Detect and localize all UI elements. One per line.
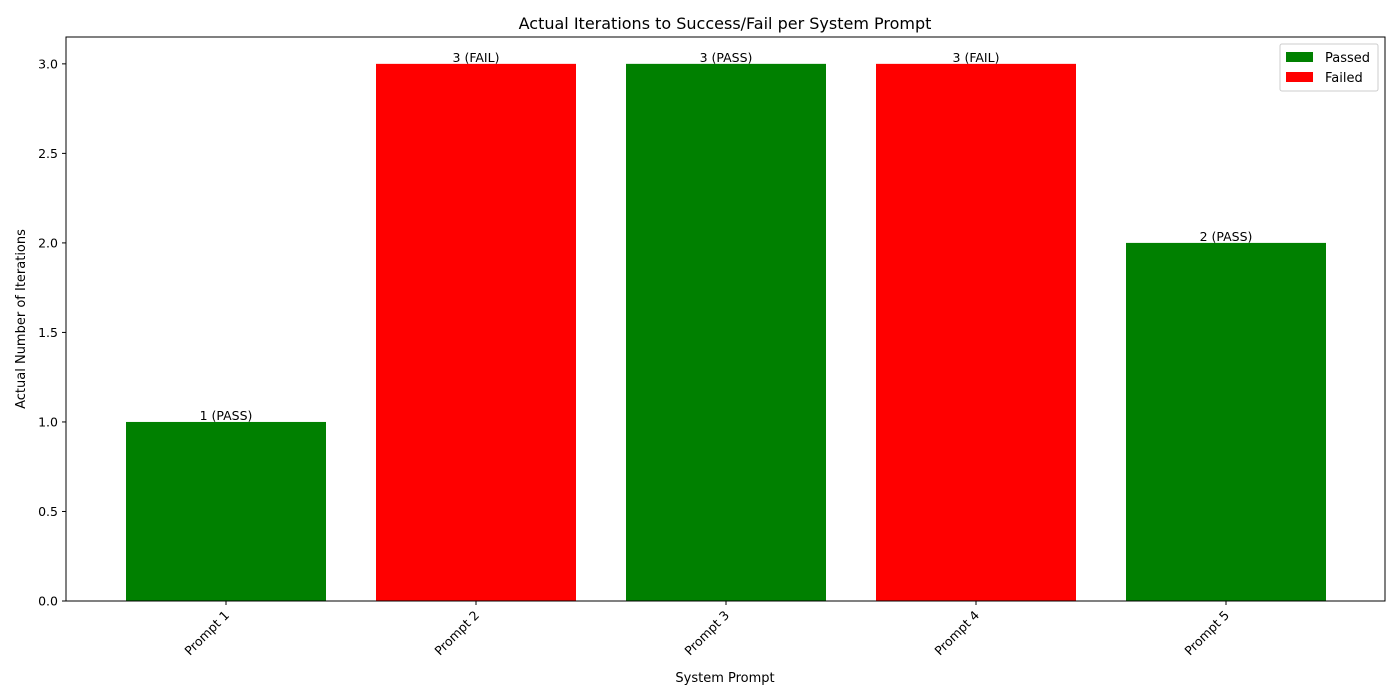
x-tick-label-2: Prompt 3 <box>681 608 732 659</box>
y-tick-label-3: 1.5 <box>38 325 58 340</box>
bar-1 <box>126 421 326 601</box>
plot-area: 1 (PASS) 3 (FAIL) 3 (PASS) 3 (FAIL) 2 (PASS)… <box>38 50 1326 658</box>
x-axis-label: System Prompt <box>675 671 774 686</box>
data-label-4: 3 (FAIL) <box>953 50 1000 65</box>
bar-2 <box>376 63 576 602</box>
data-label-1: 1 (PASS) <box>200 408 253 423</box>
legend: Passed Failed <box>1279 43 1379 92</box>
x-tick-label-0: Prompt 1 <box>181 608 232 659</box>
y-tick-label-5: 2.5 <box>38 146 58 161</box>
y-tick-label-6: 3.0 <box>38 56 58 71</box>
legend-swatch-2 <box>1286 72 1313 82</box>
legend-label-1: Passed <box>1325 51 1370 66</box>
legend-label-2: Failed <box>1325 71 1363 86</box>
chart-title: Actual Iterations to Success/Fail per Sy… <box>519 14 932 33</box>
y-tick-label-0: 0.0 <box>38 594 58 609</box>
y-tick-label-1: 0.5 <box>38 504 58 519</box>
y-tick-label-4: 2.0 <box>38 235 58 250</box>
x-tick-label-4: Prompt 5 <box>1181 608 1232 659</box>
x-tick-label-3: Prompt 4 <box>931 607 982 658</box>
x-tick-label-1: Prompt 2 <box>431 608 482 659</box>
plot-frame <box>65 36 1386 602</box>
data-label-5: 2 (PASS) <box>1200 229 1253 244</box>
bar-4 <box>876 63 1076 602</box>
bar-5 <box>1126 242 1326 601</box>
legend-swatch-1 <box>1286 52 1313 62</box>
data-label-3: 3 (PASS) <box>700 50 753 65</box>
bar-3 <box>626 63 826 602</box>
data-label-2: 3 (FAIL) <box>453 50 500 65</box>
y-tick-label-2: 1.0 <box>38 414 58 429</box>
y-axis-label: Actual Number of Iterations <box>14 229 29 409</box>
